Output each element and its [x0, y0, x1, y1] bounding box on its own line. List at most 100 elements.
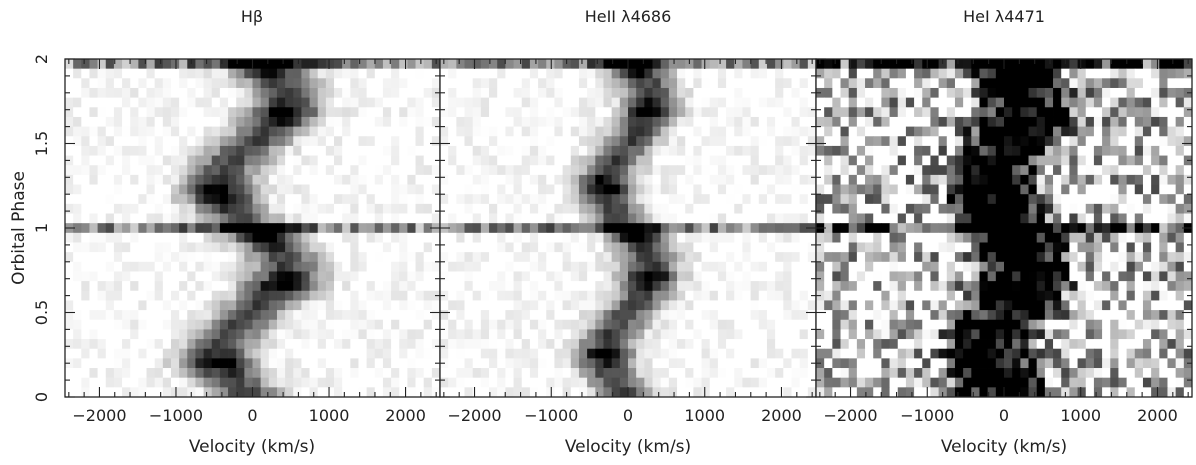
spectrum-pixel	[766, 203, 776, 214]
spectrum-pixel	[938, 348, 948, 359]
spectrum-pixel	[824, 329, 833, 340]
spectrum-pixel	[342, 339, 351, 350]
spectrum-pixel	[791, 126, 801, 137]
panel-title: HeII λ4686	[585, 7, 672, 26]
spectrum-pixel	[521, 319, 531, 330]
spectrum-pixel	[1110, 281, 1119, 292]
spectrum-pixel	[758, 310, 768, 321]
spectrum-pixel	[1053, 329, 1062, 340]
spectrum-pixel	[1134, 281, 1144, 292]
spectrum-pixel	[905, 242, 915, 253]
spectrum-pixel	[587, 232, 596, 243]
spectrum-pixel	[211, 165, 221, 176]
spectrum-pixel	[285, 319, 294, 330]
spectrum-pixel	[783, 78, 792, 89]
spectrum-pixel	[578, 271, 588, 282]
spectrum-pixel	[791, 136, 801, 147]
spectrum-pixel	[668, 213, 678, 224]
spectrum-pixel	[162, 358, 172, 369]
spectrum-pixel	[791, 68, 801, 79]
spectrum-pixel	[603, 271, 613, 282]
spectrum-pixel	[244, 348, 253, 359]
spectrum-pixel	[873, 194, 882, 205]
spectrum-pixel	[203, 97, 213, 108]
spectrum-pixel	[366, 78, 376, 89]
spectrum-pixel	[677, 87, 686, 99]
spectrum-pixel	[807, 213, 817, 224]
spectrum-pixel	[513, 97, 523, 108]
spectrum-pixel	[930, 348, 939, 359]
spectrum-pixel	[187, 232, 196, 243]
spectrum-pixel	[456, 87, 465, 99]
spectrum-pixel	[97, 281, 107, 292]
spectrum-pixel	[122, 136, 131, 147]
spectrum-pixel	[301, 377, 310, 388]
spectrum-pixel	[1044, 223, 1054, 234]
spectrum-pixel	[268, 223, 278, 234]
spectrum-pixel	[832, 116, 841, 127]
spectrum-pixel	[914, 116, 923, 127]
spectrum-pixel	[1020, 281, 1029, 292]
spectrum-pixel	[734, 271, 743, 282]
spectrum-pixel	[472, 116, 482, 127]
spectrum-pixel	[758, 319, 768, 330]
spectrum-pixel	[538, 126, 547, 137]
spectrum-pixel	[922, 59, 931, 70]
spectrum-pixel	[922, 300, 931, 311]
spectrum-pixel	[979, 194, 989, 205]
spectrum-pixel	[113, 290, 123, 301]
spectrum-pixel	[374, 252, 384, 263]
spectrum-pixel	[930, 155, 939, 166]
spectrum-pixel	[113, 194, 123, 205]
spectrum-pixel	[423, 223, 433, 234]
spectrum-pixel	[1175, 174, 1185, 185]
spectrum-pixel	[228, 310, 237, 321]
spectrum-pixel	[766, 194, 776, 205]
spectrum-pixel	[963, 203, 972, 214]
spectrum-pixel	[1110, 290, 1119, 301]
spectrum-pixel	[1142, 319, 1152, 330]
spectrum-pixel	[570, 78, 580, 89]
spectrum-pixel	[775, 68, 784, 79]
spectrum-pixel	[513, 339, 523, 350]
spectrum-pixel	[677, 281, 686, 292]
spectrum-pixel	[799, 281, 809, 292]
spectrum-pixel	[701, 310, 711, 321]
spectrum-pixel	[179, 78, 188, 89]
spectrum-pixel	[578, 232, 588, 243]
spectrum-pixel	[138, 252, 147, 263]
spectrum-pixel	[97, 319, 107, 330]
spectrum-pixel	[187, 368, 196, 379]
spectrum-pixel	[881, 184, 890, 195]
spectrum-pixel	[260, 358, 270, 369]
spectrum-pixel	[162, 126, 172, 137]
spectrum-pixel	[480, 319, 490, 330]
spectrum-pixel	[905, 261, 915, 272]
spectrum-pixel	[122, 358, 131, 369]
spectrum-pixel	[211, 319, 221, 330]
spectrum-pixel	[113, 310, 123, 321]
spectrum-pixel	[73, 348, 82, 359]
spectrum-pixel	[1028, 59, 1038, 70]
trailed-spectrum-image	[65, 59, 441, 398]
spectrum-pixel	[709, 194, 719, 205]
spectrum-pixel	[562, 232, 572, 243]
spectrum-pixel	[105, 126, 115, 137]
spectrum-pixel	[1118, 252, 1127, 263]
spectrum-pixel	[636, 368, 645, 379]
spectrum-pixel	[726, 339, 735, 350]
spectrum-pixel	[456, 145, 465, 156]
spectrum-pixel	[1020, 290, 1029, 301]
spectrum-pixel	[268, 387, 278, 398]
spectrum-pixel	[513, 126, 523, 137]
spectrum-pixel	[783, 358, 792, 369]
spectrum-pixel	[505, 165, 514, 176]
spectrum-pixel	[644, 300, 653, 311]
spectrum-pixel	[546, 68, 555, 79]
spectrum-pixel	[995, 87, 1005, 99]
spectrum-pixel	[309, 213, 319, 224]
spectrum-pixel	[350, 184, 359, 195]
spectrum-pixel	[301, 194, 310, 205]
spectrum-pixel	[832, 165, 841, 176]
spectrum-pixel	[971, 155, 980, 166]
